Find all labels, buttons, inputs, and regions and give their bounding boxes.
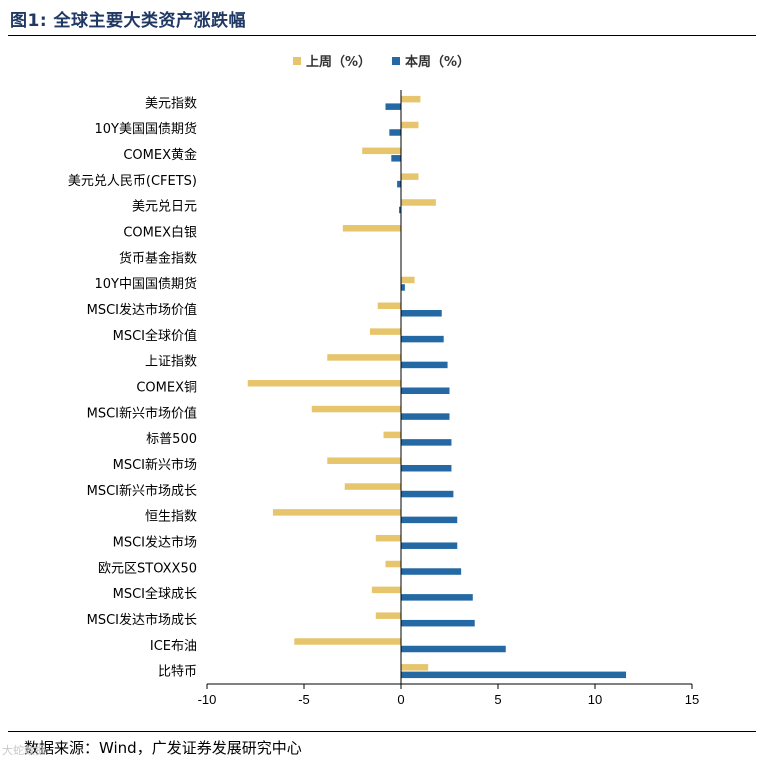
bar-s0-0 [401, 95, 421, 103]
bar-s1-10 [401, 361, 448, 369]
bar-s1-18 [401, 568, 462, 575]
bar-s1-21 [401, 645, 506, 653]
category-label-2: COMEX黄金 [123, 147, 197, 163]
x-tick-label-4: 10 [588, 692, 602, 705]
x-tick-label-3: 5 [494, 692, 501, 705]
legend-swatch-0 [293, 57, 301, 65]
bar-s0-15 [344, 483, 401, 490]
category-label-17: MSCI发达市场 [113, 534, 197, 550]
bar-s0-1 [401, 121, 419, 129]
bar-s0-8 [377, 302, 401, 310]
bar-chart: 上周（%） 本周（%） 美元指数 10Y美国国债期货 COMEX黄金美元兑人民币(CF… [68, 54, 699, 705]
bar-s0-21 [294, 638, 401, 645]
bar-s0-20 [375, 612, 401, 619]
bar-s0-14 [327, 457, 401, 464]
category-label-5: COMEX白银 [123, 225, 197, 241]
legend-swatch-1 [392, 57, 400, 65]
bar-s1-12 [401, 413, 450, 420]
category-label-14: MSCI新兴市场 [113, 457, 197, 473]
bar-s0-10 [327, 354, 401, 361]
bar-s0-9 [369, 328, 401, 335]
top-rule [8, 35, 756, 36]
bar-s1-11 [401, 387, 450, 394]
category-label-1: 10Y美国国债期货 [95, 121, 197, 137]
bar-s1-15 [401, 490, 454, 498]
bar-s1-9 [401, 335, 444, 343]
category-label-11: COMEX铜 [136, 381, 197, 396]
category-label-7: 10Y中国国债期货 [95, 276, 197, 292]
bar-s1-2 [391, 155, 401, 162]
bar-s0-11 [247, 380, 401, 387]
legend: 上周（%） 本周（%） [293, 54, 470, 70]
bar-s0-2 [362, 147, 401, 155]
category-label-22: 比特币 [158, 665, 197, 680]
bar-s1-17 [401, 542, 458, 549]
category-label-9: MSCI全球价值 [113, 328, 197, 344]
bar-s1-22 [401, 671, 627, 679]
bar-s1-1 [389, 129, 401, 136]
x-tick-label-1: -5 [298, 692, 310, 705]
category-label-18: 欧元区STOXX50 [98, 561, 197, 576]
x-axis: -10 -5 0 5 10 15 [198, 90, 699, 705]
x-tick-label-2: 0 [397, 692, 404, 705]
bar-s1-8 [401, 310, 442, 317]
legend-label-0: 上周（%） [306, 54, 371, 70]
bar-s1-14 [401, 464, 452, 472]
bar-s1-19 [401, 594, 473, 601]
category-label-19: MSCI全球成长 [113, 586, 197, 602]
category-label-0: 美元指数 [145, 96, 197, 111]
bar-s0-18 [385, 560, 401, 568]
category-label-3: 美元兑人民币(CFETS) [68, 174, 197, 189]
category-label-10: 上证指数 [145, 355, 197, 370]
category-label-21: ICE布油 [150, 639, 197, 654]
bar-s1-4 [399, 206, 401, 214]
page-title: 图1: 全球主要大类资产涨跌幅 [10, 11, 247, 31]
bar-s0-19 [371, 586, 401, 594]
bar-s1-16 [401, 516, 458, 524]
source-note: 数据来源：Wind，广发证券发展研究中心 [24, 739, 302, 757]
bar-s0-7 [401, 276, 415, 284]
bar-s0-3 [401, 173, 419, 180]
bar-s1-13 [401, 439, 452, 446]
bar-s0-13 [383, 431, 401, 439]
category-label-6: 货币基金指数 [119, 250, 197, 266]
bar-s0-5 [342, 225, 401, 232]
category-label-16: 恒生指数 [145, 510, 197, 525]
bar-s0-12 [311, 405, 401, 413]
bar-s0-17 [375, 534, 401, 542]
bar-s0-16 [272, 509, 401, 516]
bar-s1-20 [401, 619, 475, 627]
x-tick-label-0: -10 [198, 692, 217, 705]
bar-s1-0 [385, 103, 401, 110]
legend-label-1: 本周（%） [405, 54, 470, 70]
bar-s1-7 [401, 284, 405, 291]
bottom-rule [8, 731, 756, 732]
watermark: 大蛇数据 [2, 744, 46, 757]
bars [247, 95, 627, 679]
category-label-4: 美元兑日元 [132, 200, 197, 215]
x-tick-label-5: 15 [685, 692, 699, 705]
bar-s0-4 [401, 199, 436, 206]
category-label-8: MSCI发达市场价值 [87, 302, 197, 318]
bar-s1-3 [397, 180, 401, 188]
category-label-13: 标普500 [146, 432, 197, 447]
category-label-12: MSCI新兴市场价值 [87, 405, 197, 421]
bar-s0-22 [401, 664, 429, 671]
category-label-15: MSCI新兴市场成长 [87, 483, 197, 499]
category-label-20: MSCI发达市场成长 [87, 612, 197, 628]
